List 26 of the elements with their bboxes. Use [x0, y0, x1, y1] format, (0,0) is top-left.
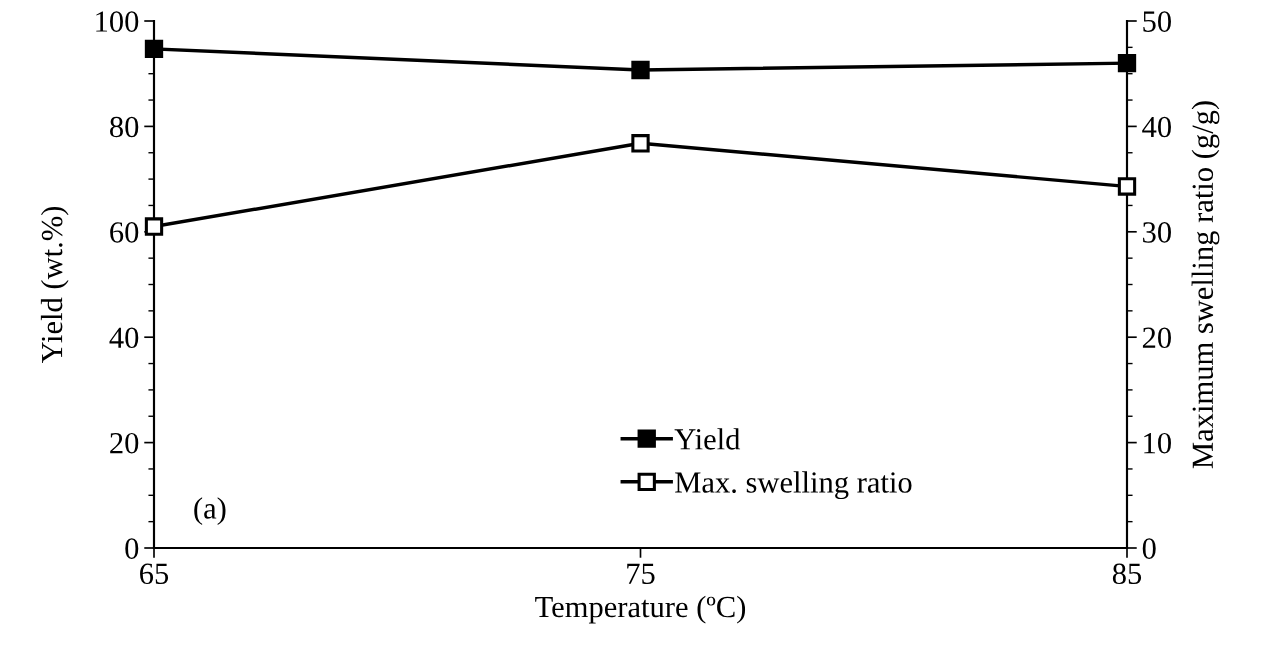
y-axis-title: Yield (wt.%) [40, 206, 69, 364]
y2-tick-label: 40 [1142, 116, 1171, 138]
y2-tick-label: 10 [1144, 432, 1171, 454]
legend-label: Max. swelling ratio [675, 471, 912, 500]
point [144, 217, 164, 236]
point [631, 60, 650, 80]
x-tick-label: 65 [140, 563, 169, 585]
x-tick-label: 75 [627, 563, 655, 585]
y2-tick-label: 30 [1143, 222, 1171, 243]
point [631, 134, 650, 153]
y-tick-label: 20 [110, 432, 139, 454]
annotation: (a) [194, 497, 226, 525]
y2-tick-label: 20 [1142, 327, 1171, 349]
legend-label: Yield [674, 428, 741, 450]
point [1117, 177, 1137, 196]
x-tick-label: 85 [1112, 563, 1142, 585]
y-tick-label: 60 [110, 222, 139, 243]
y2-tick-label: 50 [1143, 11, 1171, 32]
y-tick-label: 100 [96, 11, 139, 32]
y2-tick-label: 0 [1142, 538, 1156, 559]
y2-axis-title: Maximum swelling ratio (g/g) [1191, 101, 1220, 469]
y-tick-label: 40 [109, 327, 139, 349]
y-tick-label: 0 [125, 538, 139, 559]
y-tick-label: 80 [110, 116, 139, 138]
x-axis-title: Temperature (ºC) [535, 595, 746, 624]
point [144, 39, 164, 59]
